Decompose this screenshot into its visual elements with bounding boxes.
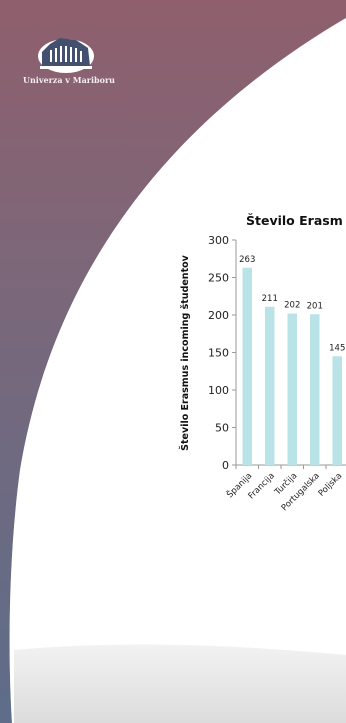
y-tick-label: 100 <box>208 384 229 397</box>
data-label: 201 <box>307 301 323 311</box>
data-label: 145 <box>329 343 345 353</box>
university-name: Univerza v Mariboru <box>23 75 115 85</box>
y-tick-label: 300 <box>208 234 229 247</box>
y-tick-label: 150 <box>208 347 229 360</box>
university-logo: Univerza v Mariboru <box>23 38 115 85</box>
y-tick-label: 50 <box>215 422 229 435</box>
chart-title: Število Erasm <box>246 213 343 228</box>
data-labels: 263 211 202 201 145 <box>239 255 345 354</box>
bar <box>287 313 297 465</box>
background-curve-edge <box>9 18 346 723</box>
bars <box>242 267 342 465</box>
bar <box>332 356 342 465</box>
y-tick-label: 0 <box>222 459 229 472</box>
bar <box>265 306 275 465</box>
background-bottom-band <box>14 644 346 723</box>
y-tick-label: 200 <box>208 309 229 322</box>
y-axis-label: Število Erasmus incoming študentov <box>179 254 191 450</box>
data-label: 202 <box>284 301 300 311</box>
bar <box>242 267 252 465</box>
data-label: 263 <box>239 255 255 265</box>
data-label: 211 <box>262 294 278 304</box>
university-building-icon <box>38 38 94 73</box>
y-tick-label: 250 <box>208 272 229 285</box>
bar <box>310 314 320 465</box>
